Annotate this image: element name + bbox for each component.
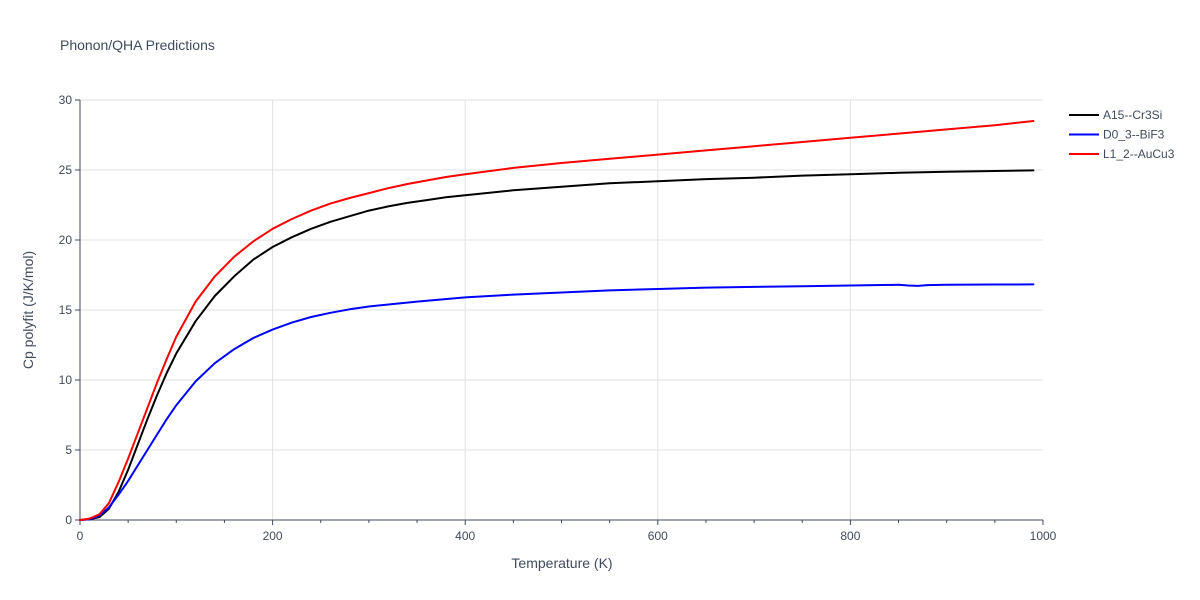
tick-labels: 0 5 10 15 20 25 30 0 200 400 600 800 1000 xyxy=(59,93,1057,543)
x-tick-label: 400 xyxy=(455,529,475,543)
y-tick-label: 20 xyxy=(59,233,73,247)
legend-label: L1_2--AuCu3 xyxy=(1103,147,1175,161)
x-tick-label: 0 xyxy=(77,529,84,543)
legend-label: D0_3--BiF3 xyxy=(1103,128,1165,142)
y-tick-label: 10 xyxy=(59,373,73,387)
axes xyxy=(75,99,1044,525)
legend-item[interactable]: L1_2--AuCu3 xyxy=(1069,147,1175,161)
y-tick-label: 5 xyxy=(65,443,72,457)
x-tick-label: 1000 xyxy=(1030,529,1057,543)
x-tick-label: 800 xyxy=(840,529,860,543)
series-line-2 xyxy=(79,120,1035,521)
legend-item[interactable]: A15--Cr3Si xyxy=(1069,108,1162,122)
x-tick-label: 200 xyxy=(263,529,283,543)
y-tick-label: 25 xyxy=(59,163,73,177)
y-axis-title: Cp polyfit (J/K/mol) xyxy=(20,251,36,369)
series-line-1 xyxy=(79,283,1035,521)
chart-title: Phonon/QHA Predictions xyxy=(60,37,215,53)
series-group xyxy=(79,120,1035,521)
grid xyxy=(80,99,1043,520)
x-axis-title: Temperature (K) xyxy=(511,555,612,571)
legend-label: A15--Cr3Si xyxy=(1103,108,1162,122)
series-line-0 xyxy=(79,169,1035,521)
legend-item[interactable]: D0_3--BiF3 xyxy=(1069,128,1165,142)
x-tick-label: 600 xyxy=(648,529,668,543)
y-tick-label: 15 xyxy=(59,303,73,317)
legend[interactable]: A15--Cr3Si D0_3--BiF3 L1_2--AuCu3 xyxy=(1069,108,1175,161)
y-tick-label: 0 xyxy=(65,513,72,527)
y-tick-label: 30 xyxy=(59,93,73,107)
